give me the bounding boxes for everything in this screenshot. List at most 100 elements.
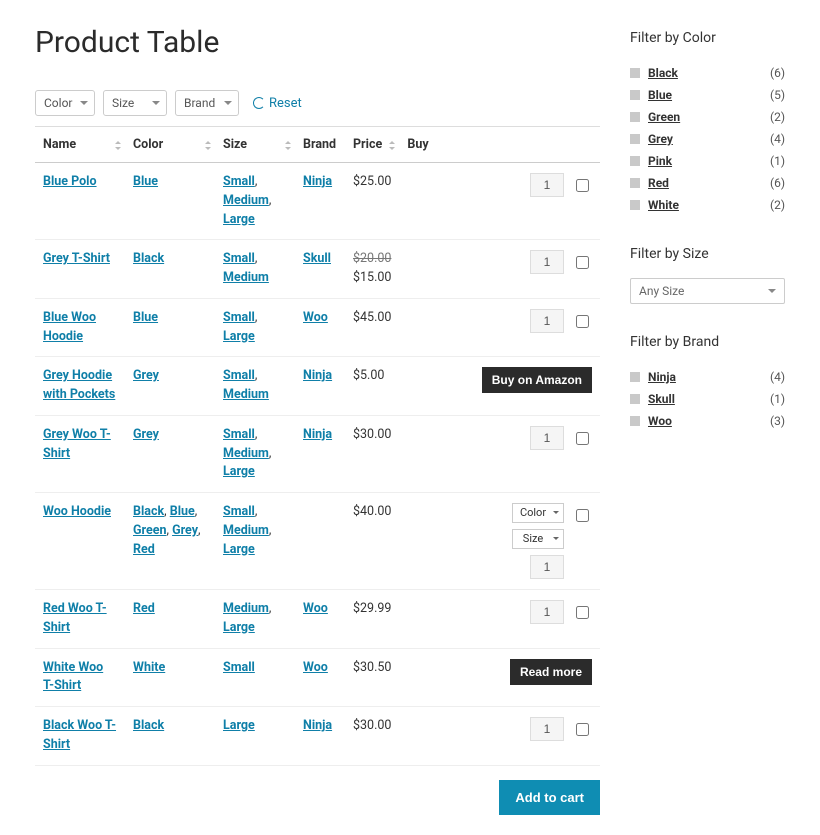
filters-row: Color Size Brand Reset — [35, 90, 600, 116]
select-checkbox[interactable] — [576, 256, 589, 269]
facet-label: Black — [648, 66, 762, 80]
size-link[interactable]: Medium — [223, 601, 269, 616]
size-link[interactable]: Large — [223, 329, 255, 344]
size-link[interactable]: Small — [223, 310, 255, 325]
size-link[interactable]: Medium — [223, 523, 269, 538]
table-row: Black Woo T-ShirtBlackLargeNinja$30.00 — [35, 707, 600, 766]
brand-link[interactable]: Woo — [303, 660, 328, 675]
product-name-link[interactable]: Black Woo T-Shirt — [43, 718, 116, 752]
facet-count: (2) — [770, 198, 785, 212]
brand-link[interactable]: Ninja — [303, 174, 332, 189]
product-name-link[interactable]: Woo Hoodie — [43, 504, 111, 519]
th-price[interactable]: Price — [345, 127, 399, 163]
select-checkbox[interactable] — [576, 723, 589, 736]
buy-action-button[interactable]: Read more — [510, 659, 592, 685]
brand-link[interactable]: Ninja — [303, 427, 332, 442]
reset-link[interactable]: Reset — [253, 96, 302, 111]
select-checkbox[interactable] — [576, 509, 589, 522]
qty-input[interactable] — [530, 173, 564, 197]
product-name-link[interactable]: Grey T-Shirt — [43, 251, 110, 266]
facet-item[interactable]: Black(6) — [630, 62, 785, 84]
facet-item[interactable]: Red(6) — [630, 172, 785, 194]
size-link[interactable]: Large — [223, 464, 255, 479]
size-link[interactable]: Medium — [223, 193, 269, 208]
variant-size-select[interactable]: Size — [512, 529, 564, 549]
select-checkbox[interactable] — [576, 315, 589, 328]
color-link[interactable]: Black — [133, 504, 164, 519]
color-link[interactable]: Red — [133, 601, 155, 616]
brand-link[interactable]: Ninja — [303, 368, 332, 383]
color-link[interactable]: Blue — [170, 504, 195, 519]
qty-input[interactable] — [530, 555, 564, 579]
size-link[interactable]: Large — [223, 620, 255, 635]
table-row: Grey Woo T-ShirtGreySmall, Medium, Large… — [35, 415, 600, 492]
facet-item[interactable]: Pink(1) — [630, 150, 785, 172]
facet-count: (6) — [770, 176, 785, 190]
table-row: Grey Hoodie with PocketsGreySmall, Mediu… — [35, 357, 600, 416]
facet-item[interactable]: Ninja(4) — [630, 366, 785, 388]
size-link[interactable]: Small — [223, 504, 255, 519]
table-row: Grey T-ShirtBlackSmall, MediumSkull$20.0… — [35, 240, 600, 299]
facet-item[interactable]: Grey(4) — [630, 128, 785, 150]
product-name-link[interactable]: Blue Polo — [43, 174, 97, 189]
size-link[interactable]: Medium — [223, 387, 269, 402]
color-link[interactable]: Black — [133, 718, 164, 733]
color-link[interactable]: Grey — [172, 523, 198, 538]
buy-action-button[interactable]: Buy on Amazon — [482, 367, 592, 393]
qty-input[interactable] — [530, 426, 564, 450]
product-name-link[interactable]: Grey Hoodie with Pockets — [43, 368, 115, 402]
color-link[interactable]: Black — [133, 251, 164, 266]
facet-swatch — [630, 416, 640, 426]
qty-input[interactable] — [530, 600, 564, 624]
size-link[interactable]: Large — [223, 542, 255, 557]
any-size-select[interactable]: Any Size — [630, 278, 785, 304]
th-brand[interactable]: Brand — [295, 127, 345, 163]
price: $15.00 — [353, 269, 391, 288]
filter-size-select[interactable]: Size — [103, 90, 167, 116]
select-checkbox[interactable] — [576, 432, 589, 445]
variant-color-select[interactable]: Color — [512, 503, 564, 523]
size-link[interactable]: Small — [223, 368, 255, 383]
select-checkbox[interactable] — [576, 179, 589, 192]
filter-color-select[interactable]: Color — [35, 90, 95, 116]
product-name-link[interactable]: Grey Woo T-Shirt — [43, 427, 111, 461]
add-to-cart-button[interactable]: Add to cart — [499, 780, 600, 815]
th-size[interactable]: Size — [215, 127, 295, 163]
brand-link[interactable]: Woo — [303, 310, 328, 325]
qty-input[interactable] — [530, 309, 564, 333]
th-color[interactable]: Color — [125, 127, 215, 163]
size-link[interactable]: Medium — [223, 446, 269, 461]
color-link[interactable]: Blue — [133, 310, 158, 325]
size-link[interactable]: Small — [223, 174, 255, 189]
select-checkbox[interactable] — [576, 606, 589, 619]
facet-item[interactable]: Blue(5) — [630, 84, 785, 106]
color-link[interactable]: White — [133, 660, 165, 675]
size-link[interactable]: Large — [223, 718, 255, 733]
th-name[interactable]: Name — [35, 127, 125, 163]
facet-swatch — [630, 134, 640, 144]
facet-item[interactable]: Woo(3) — [630, 410, 785, 432]
size-link[interactable]: Large — [223, 212, 255, 227]
product-name-link[interactable]: White Woo T-Shirt — [43, 660, 103, 694]
color-link[interactable]: Blue — [133, 174, 158, 189]
product-name-link[interactable]: Blue Woo Hoodie — [43, 310, 96, 344]
facet-item[interactable]: Skull(1) — [630, 388, 785, 410]
size-link[interactable]: Small — [223, 251, 255, 266]
facet-item[interactable]: White(2) — [630, 194, 785, 216]
product-name-link[interactable]: Red Woo T-Shirt — [43, 601, 107, 635]
color-link[interactable]: Green — [133, 523, 167, 538]
color-link[interactable]: Red — [133, 542, 155, 557]
color-link[interactable]: Grey — [133, 368, 159, 383]
filter-brand-select[interactable]: Brand — [175, 90, 239, 116]
color-link[interactable]: Grey — [133, 427, 159, 442]
brand-link[interactable]: Skull — [303, 251, 331, 266]
size-link[interactable]: Small — [223, 660, 255, 675]
qty-input[interactable] — [530, 250, 564, 274]
filter-by-color: Filter by Color Black(6)Blue(5)Green(2)G… — [630, 30, 785, 216]
brand-link[interactable]: Ninja — [303, 718, 332, 733]
facet-item[interactable]: Green(2) — [630, 106, 785, 128]
size-link[interactable]: Small — [223, 427, 255, 442]
qty-input[interactable] — [530, 717, 564, 741]
brand-link[interactable]: Woo — [303, 601, 328, 616]
size-link[interactable]: Medium — [223, 270, 269, 285]
